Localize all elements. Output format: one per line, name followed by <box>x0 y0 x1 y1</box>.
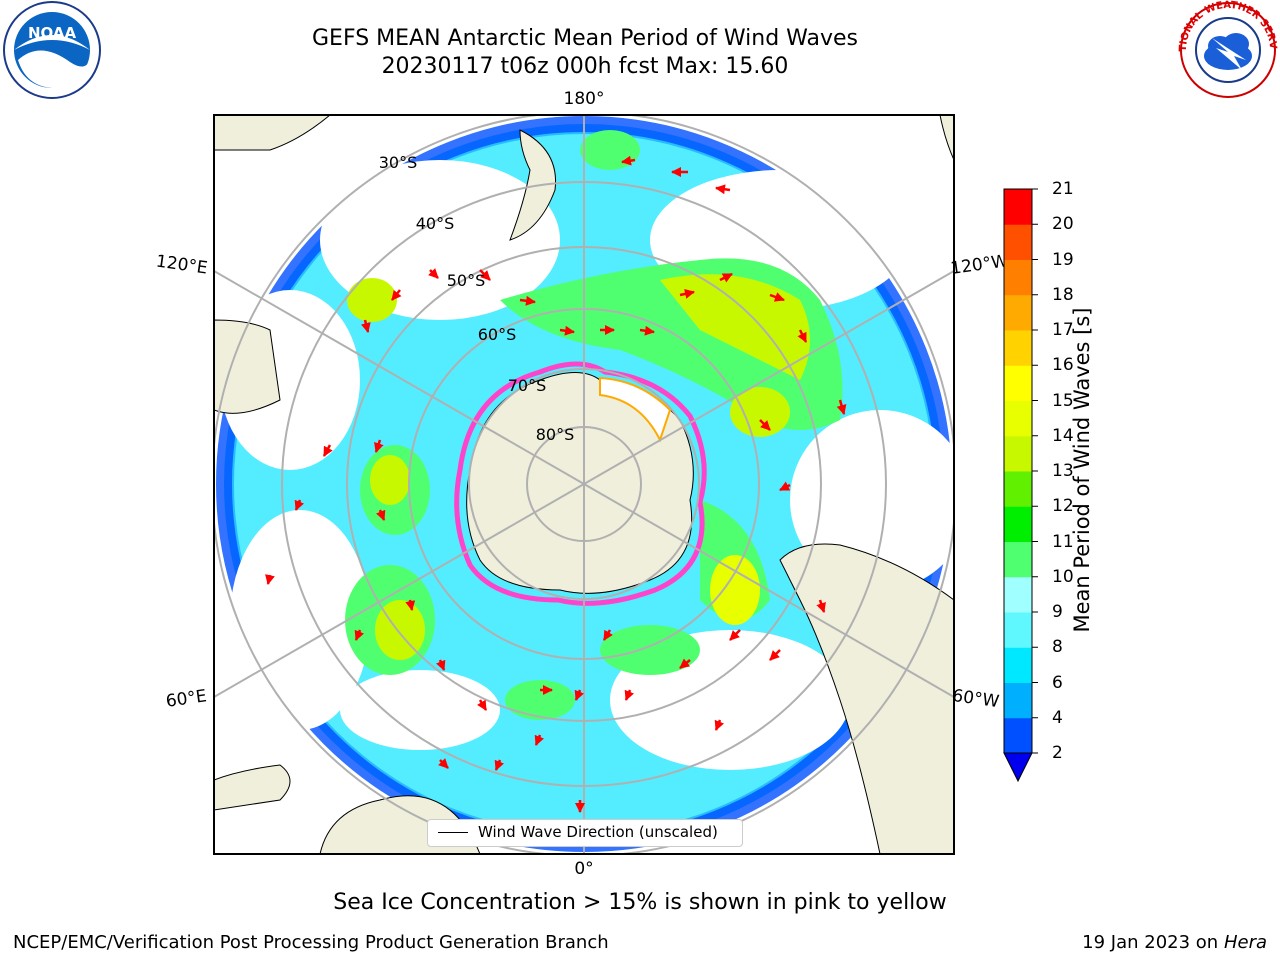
lon-label-60e: 60°E <box>165 686 208 711</box>
colorbar-tick-label: 8 <box>1052 637 1063 658</box>
lat-label-70s: 70°S <box>508 376 547 395</box>
noaa-logo-text: NOAA <box>28 24 77 42</box>
colorbar-segment <box>1004 717 1032 754</box>
colorbar-tick-label: 15 <box>1052 390 1074 411</box>
colorbar-tick-label: 10 <box>1052 566 1074 587</box>
legend-label: Wind Wave Direction (unscaled) <box>478 823 718 841</box>
colorbar-tick-label: 4 <box>1052 707 1063 728</box>
colorbar-segment <box>1004 224 1032 260</box>
colorbar-segment <box>1004 400 1032 437</box>
colorbar-segment <box>1004 541 1032 578</box>
antarctica <box>466 372 694 594</box>
footer-credit: NCEP/EMC/Verification Post Processing Pr… <box>13 932 609 953</box>
lat-label-50s: 50°S <box>447 271 486 290</box>
longitude-lines <box>214 115 954 854</box>
legend-line-sample <box>438 832 468 833</box>
chart-subtitle: 20230117 t06z 000h fcst Max: 15.60 <box>381 54 789 79</box>
colorbar-segment <box>1004 576 1032 613</box>
sea-ice-edge <box>454 361 707 606</box>
colorbar-tick-label: 11 <box>1052 531 1074 552</box>
colorbar-tick-label: 18 <box>1052 284 1074 305</box>
colorbar-tick-label: 9 <box>1052 602 1063 622</box>
colorbar-segment <box>1004 647 1032 683</box>
map-legend: Wind Wave Direction (unscaled) <box>427 819 743 847</box>
colorbar-segment <box>1004 682 1032 719</box>
colorbar-extend-arrow <box>1003 752 1033 783</box>
colorbar-tick-label: 2 <box>1052 743 1063 763</box>
noaa-logo-icon: NOAA <box>3 1 101 99</box>
map-frame <box>213 114 955 855</box>
lon-label-0: 0° <box>574 859 593 879</box>
colorbar-tick-label: 20 <box>1052 214 1074 235</box>
lat-label-80s: 80°S <box>536 425 575 444</box>
colorbar-segment <box>1004 259 1032 296</box>
colorbar-segment <box>1004 294 1032 331</box>
colorbar-tick-label: 21 <box>1052 179 1074 199</box>
lat-label-60s: 60°S <box>478 325 517 344</box>
footer-machine: Hera <box>1223 932 1267 953</box>
colorbar-segment <box>1004 506 1032 542</box>
sea-ice-note: Sea Ice Concentration > 15% is shown in … <box>333 890 947 915</box>
lat-label-30s: 30°S <box>379 153 418 172</box>
lat-label-40s: 40°S <box>416 214 455 233</box>
land-top-left <box>214 115 331 151</box>
chart-title: GEFS MEAN Antarctic Mean Period of Wind … <box>312 26 858 51</box>
nws-logo-icon: NATIONAL WEATHER SERVICE <box>1176 0 1278 98</box>
colorbar-tick-label: 13 <box>1052 461 1074 481</box>
colorbar-segment <box>1004 365 1032 401</box>
colorbar-tick-label: 17 <box>1052 320 1074 340</box>
lon-label-120e: 120°E <box>155 252 209 279</box>
lon-label-180: 180° <box>564 89 605 109</box>
lon-label-60w: 60°W <box>951 686 1000 712</box>
colorbar-tick-label: 16 <box>1052 355 1074 376</box>
colorbar-segment <box>1004 330 1032 366</box>
wind-wave-arrows <box>265 155 847 813</box>
colorbar-segment <box>1004 435 1032 472</box>
new-zealand <box>509 129 557 241</box>
colorbar-tick-label: 19 <box>1052 249 1074 270</box>
colorbar-segment <box>1004 612 1032 648</box>
colorbar <box>1003 188 1038 783</box>
footer-date-text: 19 Jan 2023 on <box>1082 932 1224 953</box>
colorbar-tick-label: 6 <box>1052 672 1063 693</box>
lon-label-120w: 120°W <box>949 251 1009 279</box>
madagascar <box>214 764 291 811</box>
colorbar-tick-label: 14 <box>1052 425 1074 446</box>
colorbar-segment <box>1004 471 1032 507</box>
colorbar-segment <box>1004 189 1032 225</box>
australia <box>214 319 281 414</box>
colorbar-tick-label: 12 <box>1052 496 1074 517</box>
footer-date: 19 Jan 2023 on Hera <box>1082 932 1267 953</box>
